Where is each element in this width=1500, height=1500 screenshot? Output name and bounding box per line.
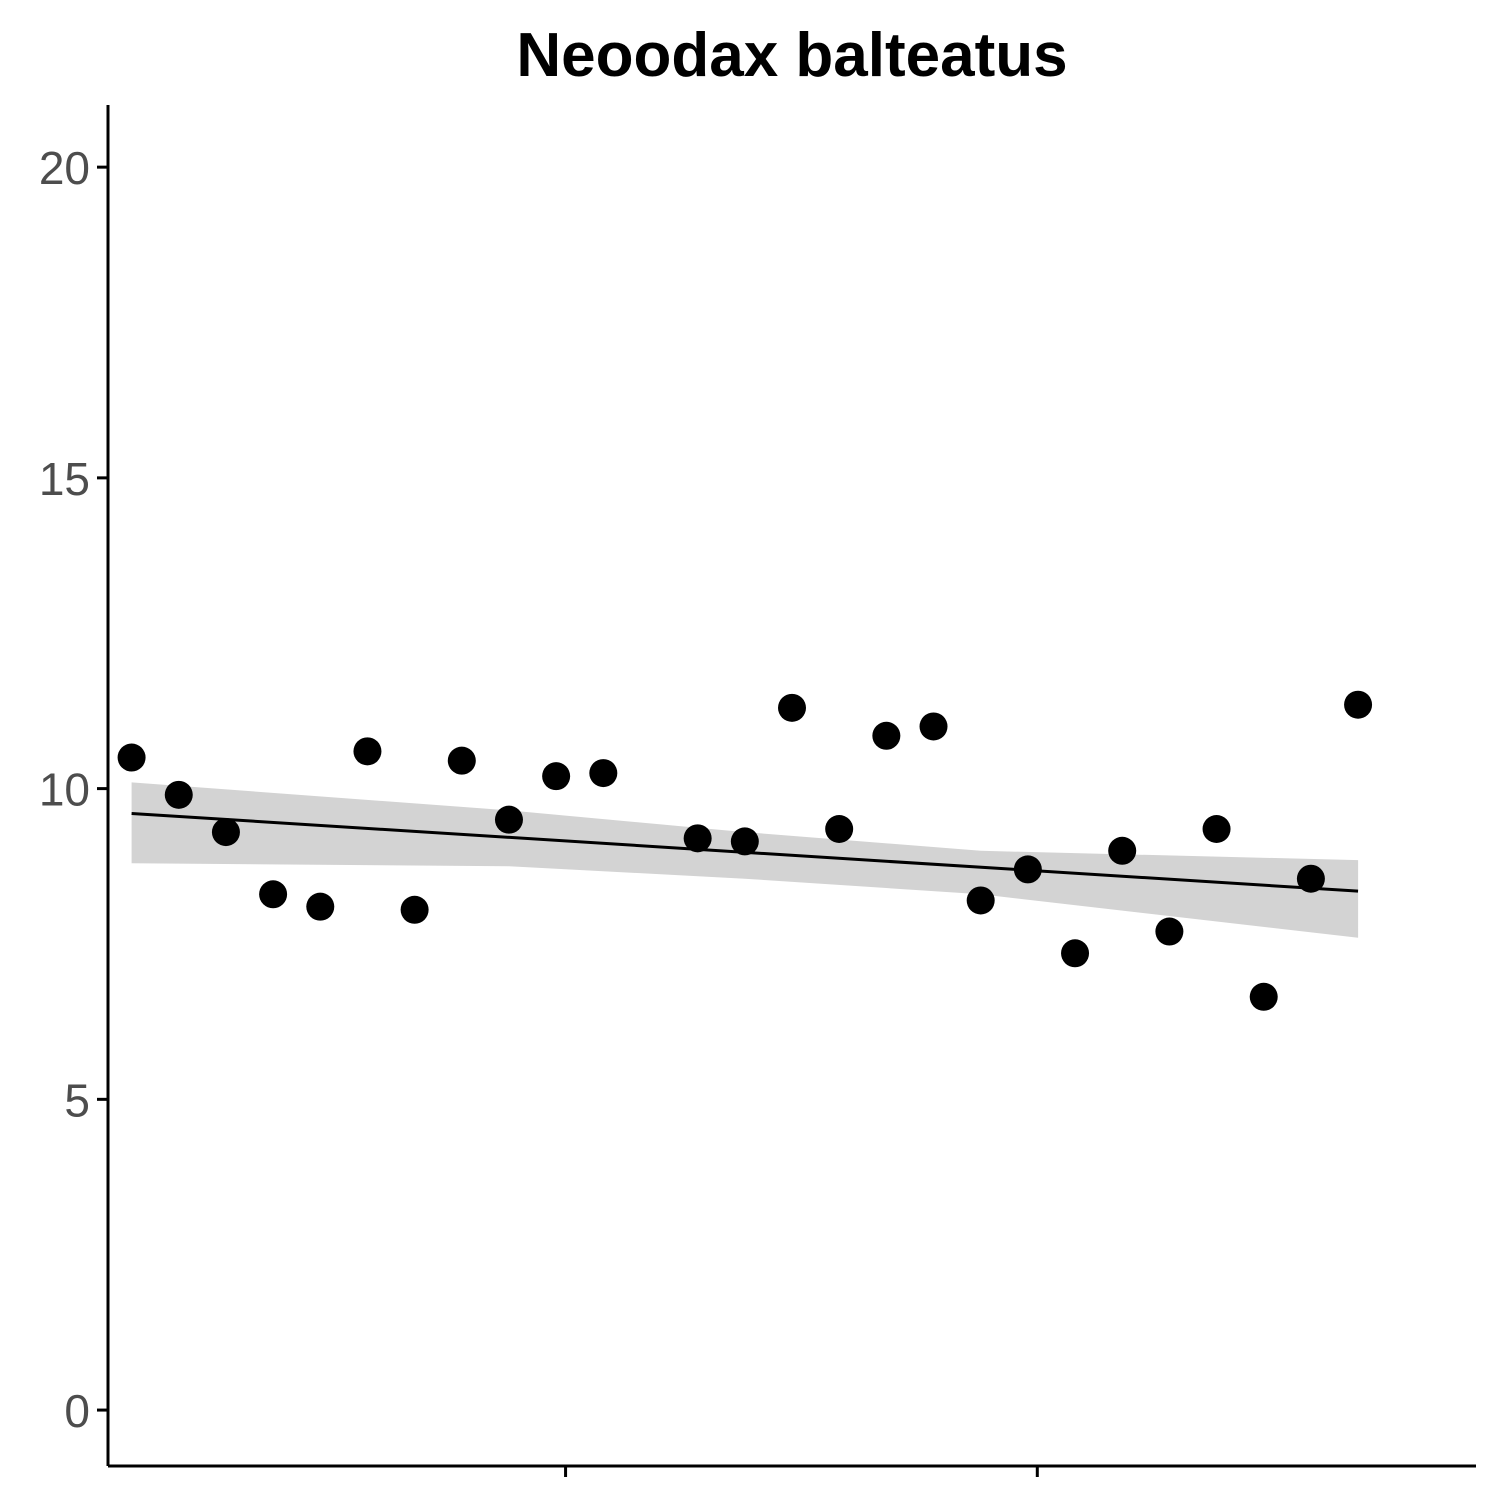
data-point [1296, 864, 1325, 893]
data-point [306, 892, 335, 921]
confidence-band [131, 782, 1359, 938]
data-point [872, 721, 901, 750]
data-point [494, 805, 523, 834]
data-point [1249, 982, 1278, 1011]
chart-title: Neoodax balteatus [516, 21, 1067, 90]
data-point [1202, 815, 1231, 844]
data-point [1155, 917, 1184, 946]
data-point [164, 780, 193, 809]
data-point [966, 886, 995, 915]
data-point [1108, 836, 1137, 865]
data-point [211, 818, 240, 847]
data-point [589, 759, 618, 788]
data-point [259, 880, 288, 909]
data-point [1013, 855, 1042, 884]
data-point [1061, 939, 1090, 968]
data-point [400, 895, 429, 924]
data-point [825, 815, 854, 844]
data-point [778, 693, 806, 722]
data-point [730, 827, 759, 856]
data-point [117, 743, 146, 772]
y-tick-label: 20 [39, 142, 90, 194]
data-point [353, 737, 382, 766]
data-point [447, 746, 476, 775]
y-tick-label: 0 [64, 1385, 90, 1437]
y-tick-label: 5 [64, 1074, 90, 1126]
data-point [919, 712, 948, 741]
y-tick-label: 15 [39, 453, 90, 505]
data-point [683, 824, 712, 853]
data-point [542, 762, 571, 791]
data-point [1344, 690, 1373, 719]
axes: 0 5 10 15 20 [39, 105, 1476, 1477]
y-tick-label: 10 [39, 764, 90, 816]
plot-area [117, 690, 1373, 1011]
